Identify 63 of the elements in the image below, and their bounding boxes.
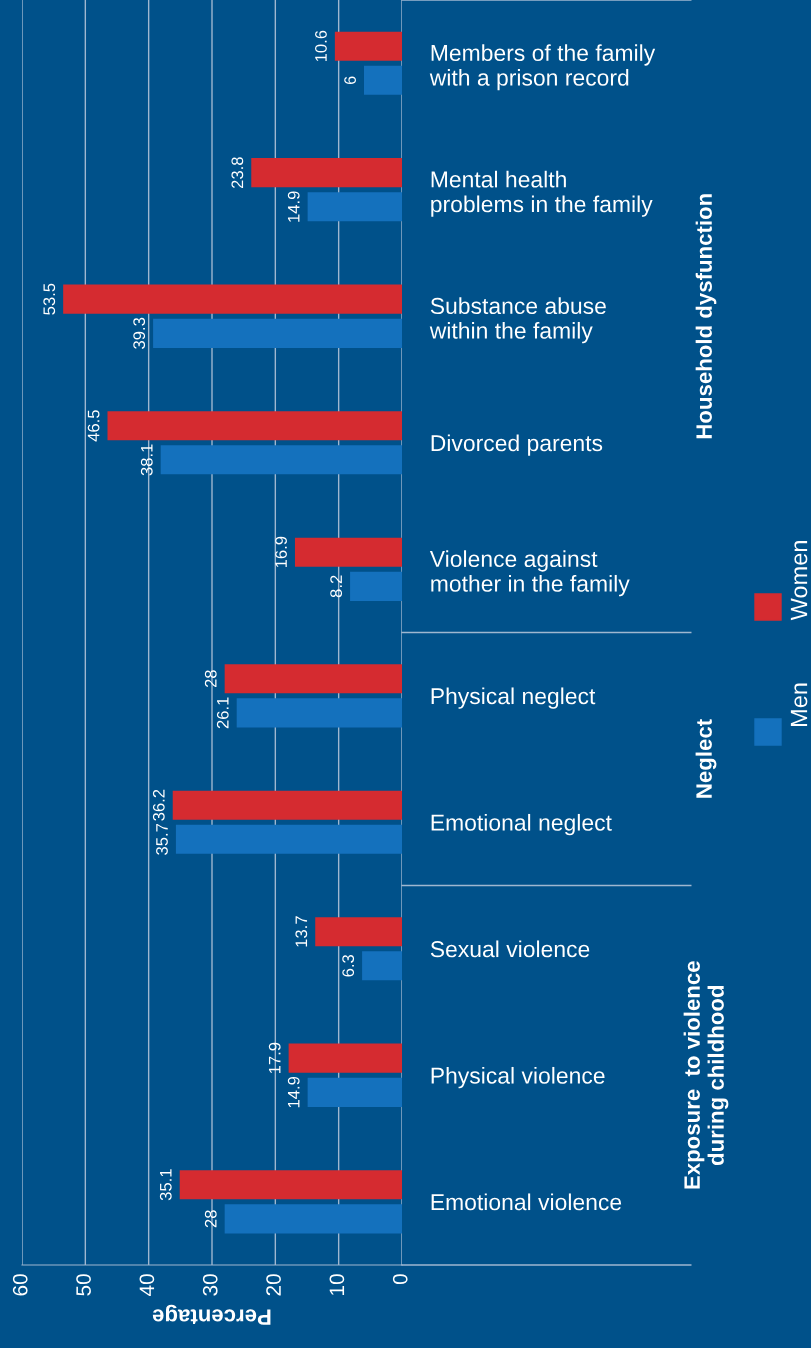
bar [364, 65, 402, 95]
y-tick-label: Divorced parents [431, 434, 603, 456]
y-tick-label: Emotional neglect [431, 813, 612, 836]
data-label: 26.1 [216, 697, 229, 729]
bar [294, 537, 402, 567]
text: Household dysfunction [695, 194, 717, 439]
x-tick-label: 20 [266, 1274, 281, 1296]
y-tick-label: Physical neglect [431, 687, 596, 709]
data-label: 6.3 [342, 954, 355, 977]
data-label: 14.9 [287, 1076, 300, 1108]
y-tick-label: Sexual violence [430, 940, 590, 958]
y-tick-label: Mental health problems in the family [431, 170, 653, 217]
bar [172, 790, 402, 820]
y-tick-label: Substance abuse within the family [429, 297, 606, 344]
bar [63, 284, 402, 314]
x-tick-label: 50 [76, 1274, 91, 1296]
bar [307, 192, 402, 222]
x-tick-label: 10 [329, 1274, 345, 1295]
bar [236, 698, 402, 728]
data-label: 28 [204, 1210, 217, 1228]
bar [179, 1170, 402, 1200]
bar [224, 1204, 402, 1234]
data-label: 10.6 [315, 30, 327, 62]
bar [107, 411, 402, 441]
bar [315, 917, 402, 947]
data-label: 8.2 [330, 575, 343, 598]
text: Men [790, 683, 808, 727]
x-tick-label: 30 [202, 1274, 218, 1296]
data-label: 38.1 [140, 444, 153, 476]
y-tick-label: Members of the family with a prison record [429, 44, 656, 91]
data-label: 13.7 [295, 916, 308, 947]
data-label: 6 [344, 76, 356, 85]
bar [334, 31, 402, 61]
bar [288, 1043, 402, 1073]
x-tick-label: 60 [12, 1274, 28, 1296]
data-label: 36.2 [152, 789, 165, 821]
data-label: 14.9 [287, 191, 300, 222]
data-label: 39.3 [133, 317, 146, 349]
data-label: 53.5 [43, 283, 56, 315]
data-label: 23.8 [231, 157, 244, 189]
data-label: 16.9 [275, 536, 287, 568]
bar [251, 158, 402, 188]
bar [350, 571, 402, 601]
x-tick-label: 40 [139, 1274, 155, 1297]
data-label: 46.5 [87, 410, 100, 442]
x-tick-label: 0 [392, 1274, 408, 1285]
data-label: 35.7 [156, 823, 168, 855]
bar [307, 1077, 402, 1107]
y-tick-label: Violence against mother in the family [429, 550, 630, 597]
bar [153, 318, 402, 348]
bar [362, 951, 402, 981]
data-label: 35.1 [159, 1169, 172, 1201]
text: Exposure to violence during childhood [683, 961, 729, 1189]
data-label: 28 [204, 670, 217, 688]
y-tick-label: Emotional violence [431, 1193, 622, 1211]
data-label: 17.9 [268, 1042, 281, 1074]
y-tick-label: Physical violence [431, 1066, 605, 1089]
text: Women [790, 541, 808, 621]
bar [160, 445, 402, 475]
bar [224, 664, 402, 694]
bar [175, 824, 402, 854]
x-axis-title: Percentage [152, 1304, 271, 1325]
text: Neglect [695, 719, 717, 798]
